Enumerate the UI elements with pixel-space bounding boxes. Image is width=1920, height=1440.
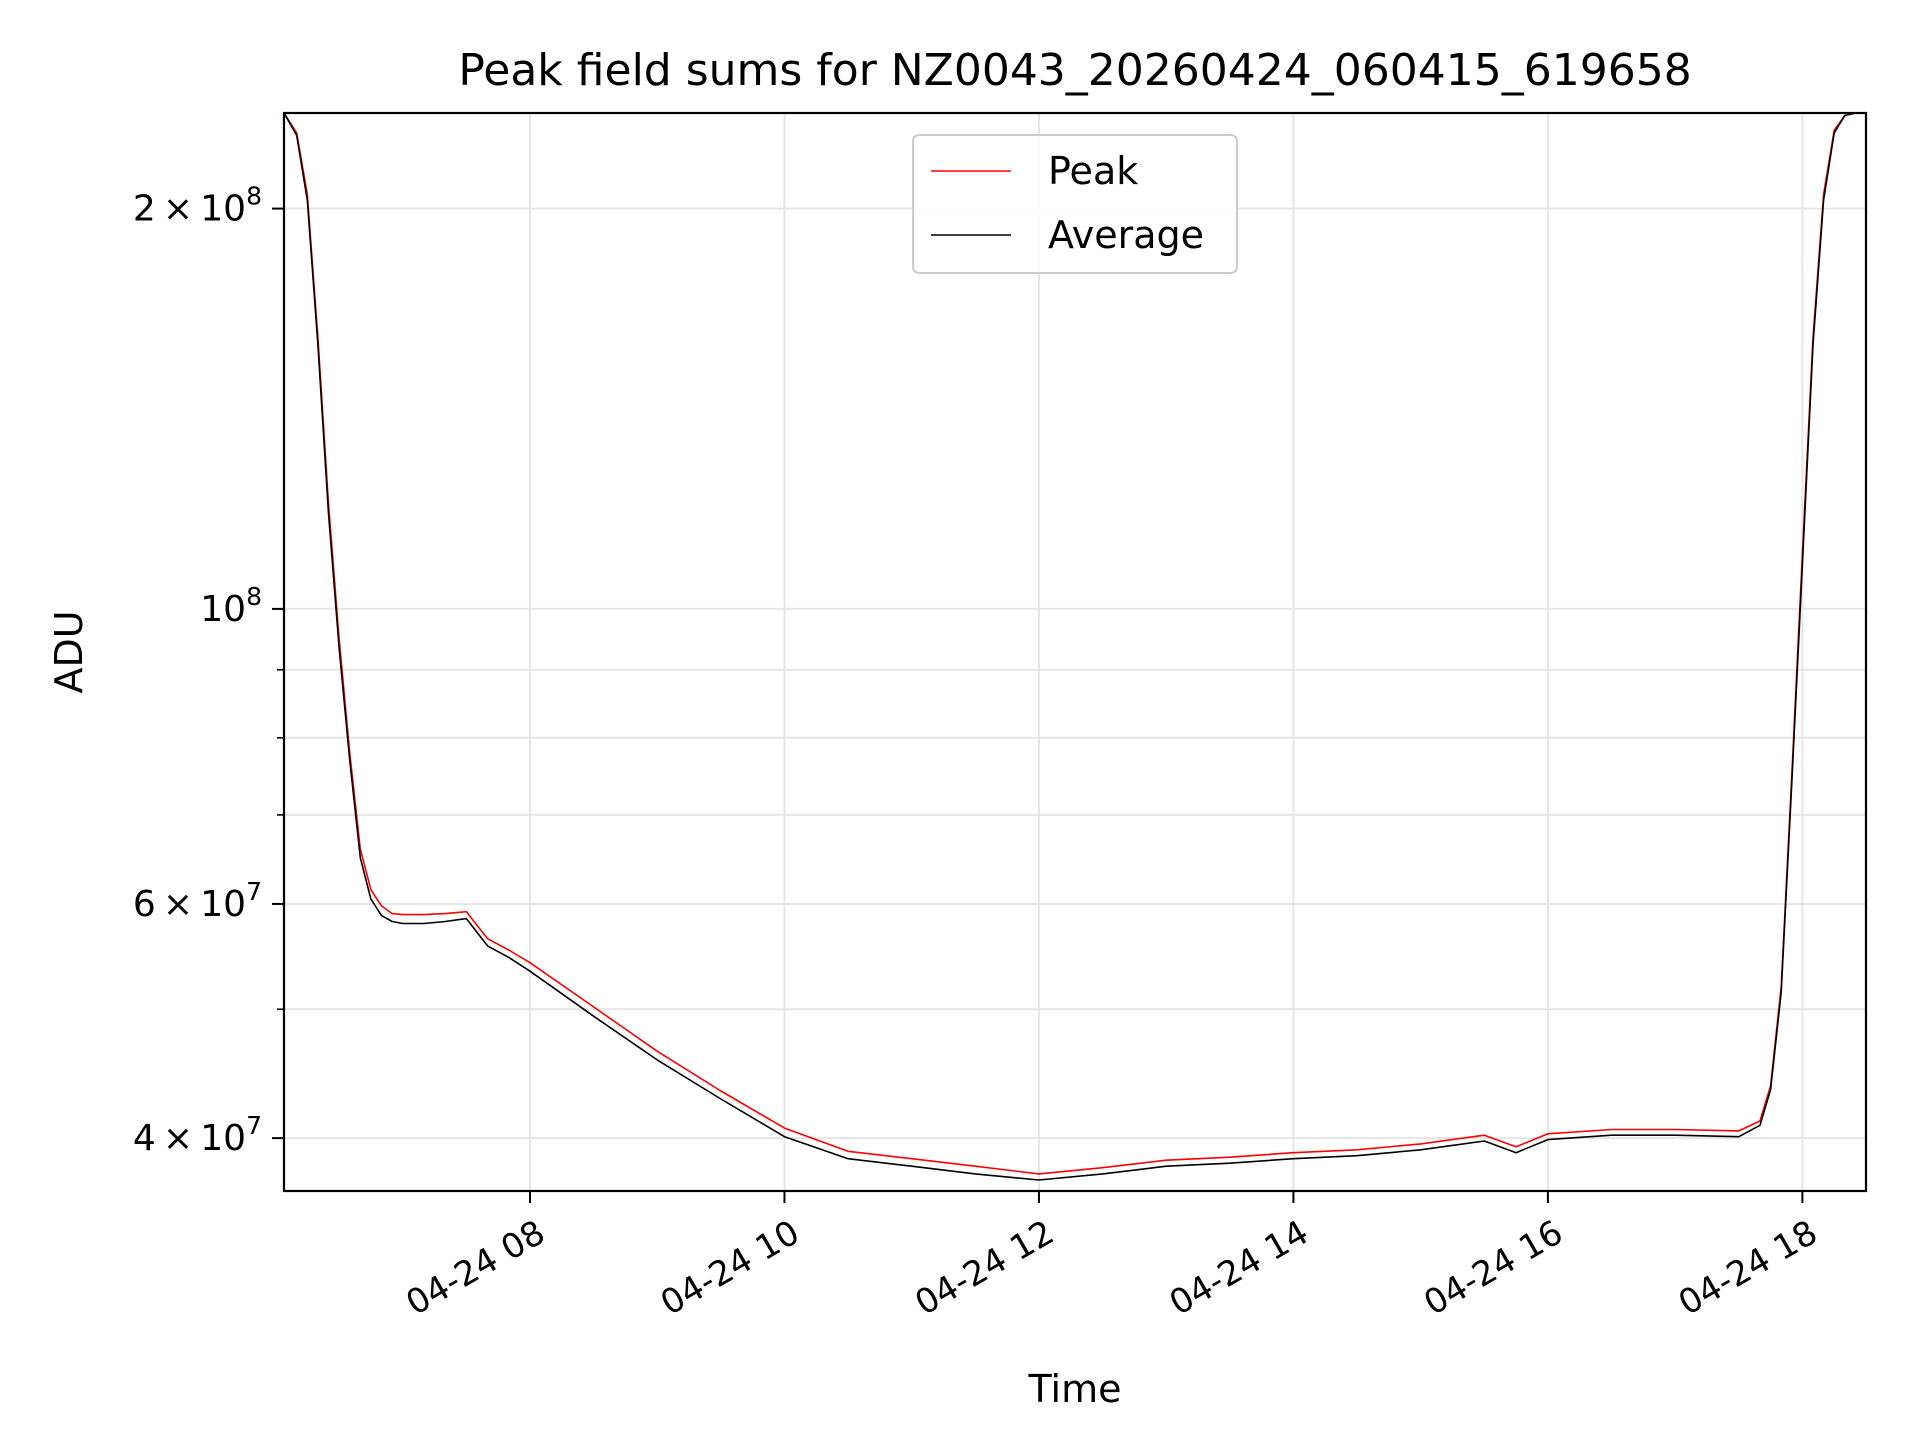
y-tick-label: 4 × 107 xyxy=(133,1111,262,1159)
legend: Peak Average xyxy=(912,134,1238,274)
y-tick-labels: 4 × 107 6 × 107 108 2 × 108 xyxy=(133,182,262,1160)
y-tick-mantissa: 4 xyxy=(133,1118,156,1159)
legend-label-average: Average xyxy=(1048,213,1204,257)
series-line-average xyxy=(284,113,1866,1181)
chart-title: Peak field sums for NZ0043_20260424_0604… xyxy=(458,45,1691,96)
y-tick-exponent: 8 xyxy=(246,582,262,611)
series-lines xyxy=(284,113,1866,1181)
y-tick-exponent: 7 xyxy=(246,877,262,906)
y-tick-mantissa: 6 xyxy=(133,884,156,925)
y-tick-label: 6 × 107 xyxy=(133,877,262,925)
y-tick-label: 108 xyxy=(200,582,262,630)
axis-ticks xyxy=(272,207,1804,1203)
plot-frame xyxy=(282,111,1868,1193)
x-axis-label: Time xyxy=(1028,1367,1122,1411)
y-tick-mantissa: 2 xyxy=(133,189,156,230)
y-axis-label: ADU xyxy=(47,610,91,693)
y-tick-exponent: 7 xyxy=(246,1111,262,1140)
y-tick-label: 2 × 108 xyxy=(133,182,262,230)
y-tick-exponent: 8 xyxy=(246,182,262,211)
legend-box xyxy=(912,134,1238,274)
legend-label-peak: Peak xyxy=(1048,149,1138,193)
